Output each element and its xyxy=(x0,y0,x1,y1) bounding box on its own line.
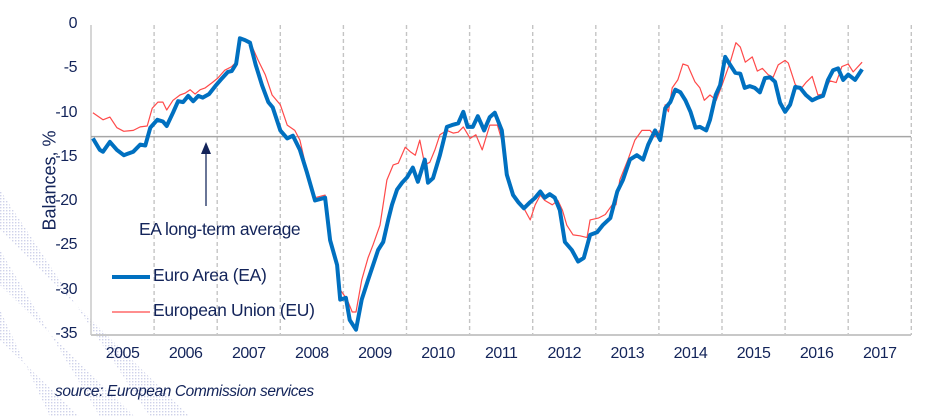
x-tick-label: 2008 xyxy=(295,345,329,362)
x-tick-label: 2011 xyxy=(484,345,518,362)
annotation-label: EA long-term average xyxy=(139,219,301,239)
legend-label-eu: European Union (EU) xyxy=(153,300,315,320)
annotation-arrow xyxy=(201,142,211,206)
legend-label-ea: Euro Area (EA) xyxy=(153,265,267,285)
x-tick-label: 2016 xyxy=(799,345,834,362)
x-tick-label: 2005 xyxy=(105,345,140,362)
y-tick-label: 0 xyxy=(68,15,78,32)
y-tick-label: -10 xyxy=(55,103,77,121)
x-tick-label: 2006 xyxy=(168,345,203,362)
y-tick-label: -20 xyxy=(55,192,77,210)
x-tick-label: 2017 xyxy=(862,345,897,362)
y-tick-label: -15 xyxy=(55,147,77,165)
x-tick-label: 2014 xyxy=(673,345,708,362)
x-tick-label: 2015 xyxy=(736,345,771,362)
x-tick-label: 2009 xyxy=(358,345,392,362)
y-tick-label: -5 xyxy=(63,59,78,77)
x-tick-label: 2010 xyxy=(421,345,455,362)
y-tick-label: -30 xyxy=(55,280,77,298)
y-axis-label: Balances, % xyxy=(39,130,60,231)
series-line-eu xyxy=(92,37,863,313)
y-tick-label: -35 xyxy=(55,325,77,342)
series-group xyxy=(91,36,864,332)
y-tick-label: -25 xyxy=(55,236,77,254)
series-line-ea xyxy=(91,36,864,332)
x-tick-label: 2013 xyxy=(610,345,645,362)
x-tick-label: 2007 xyxy=(231,345,266,362)
gridlines xyxy=(153,25,912,335)
x-tick-label: 2012 xyxy=(547,345,582,362)
source-note: source: European Commission services xyxy=(55,383,314,400)
